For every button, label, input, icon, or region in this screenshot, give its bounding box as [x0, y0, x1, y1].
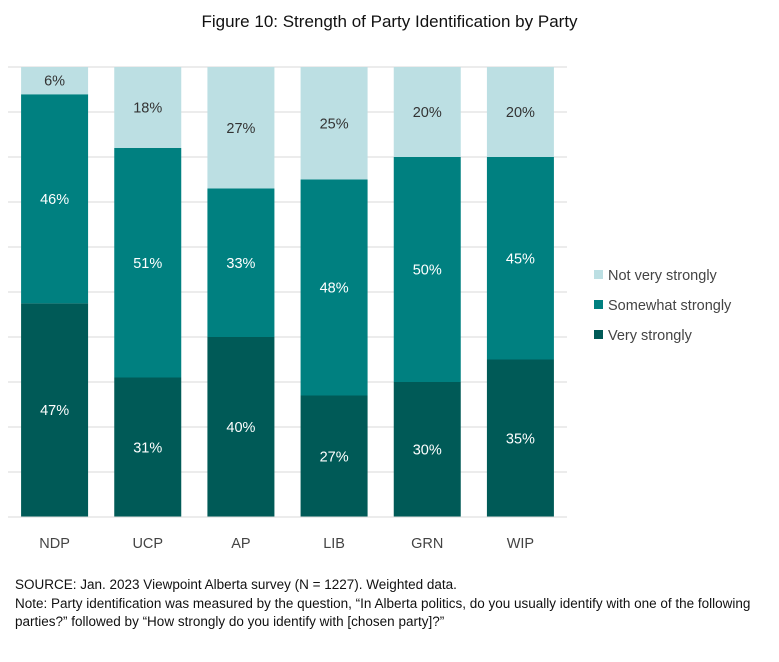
chart-title: Figure 10: Strength of Party Identificat… — [201, 12, 578, 31]
bar-segment — [486, 359, 554, 517]
legend: Not very strongly Somewhat strongly Very s… — [594, 268, 732, 344]
bar-segment — [114, 148, 182, 378]
gridlines — [8, 66, 567, 518]
x-tick-label: LIB — [323, 536, 345, 552]
data-label: 30% — [413, 443, 442, 459]
bar-segment — [300, 67, 368, 180]
data-label: 48% — [320, 281, 349, 297]
bar-segment — [393, 157, 461, 382]
data-label: 33% — [226, 256, 255, 272]
bar-segment — [114, 377, 182, 517]
data-label: 46% — [40, 192, 69, 208]
data-label: 18% — [133, 101, 162, 117]
data-label: 27% — [226, 121, 255, 137]
bar-segment — [21, 303, 89, 517]
data-label: 25% — [320, 116, 349, 132]
legend-label: Not very strongly — [608, 268, 718, 284]
x-tick-label: UCP — [132, 536, 163, 552]
bars: 47% 46% 6% 31% 51% 18% 40% 33% 27% 27% 48% 25% 30% 50… — [21, 67, 554, 517]
legend-swatch — [594, 270, 603, 279]
legend-label: Somewhat strongly — [608, 298, 732, 314]
bar-segment — [393, 67, 461, 157]
data-label: 20% — [413, 105, 442, 121]
legend-swatch — [594, 300, 603, 309]
x-tick-label: NDP — [39, 536, 70, 552]
bar-segment — [300, 179, 368, 396]
data-label: 6% — [44, 74, 65, 90]
legend-swatch — [594, 330, 603, 339]
bar-segment — [486, 67, 554, 157]
bar-segment — [207, 67, 275, 189]
data-label: 47% — [40, 403, 69, 419]
x-tick-label: WIP — [507, 536, 534, 552]
question-note: Note: Party identification was measured … — [15, 596, 751, 629]
data-label: 45% — [506, 251, 535, 267]
data-label: 35% — [506, 431, 535, 447]
data-label: 40% — [226, 420, 255, 436]
bar-segment — [300, 395, 368, 517]
data-label: 50% — [413, 263, 442, 279]
data-label: 27% — [320, 449, 349, 465]
source-note: SOURCE: Jan. 2023 Viewpoint Alberta surv… — [15, 577, 457, 592]
bar-segment — [114, 67, 182, 148]
bar-segment — [207, 188, 275, 337]
bar-segment — [486, 157, 554, 360]
bar-segment — [21, 67, 89, 95]
x-tick-label: AP — [231, 536, 250, 552]
x-tick-label: GRN — [411, 536, 443, 552]
x-axis: NDP UCP AP LIB GRN WIP — [8, 516, 567, 552]
data-label: 20% — [506, 105, 535, 121]
bar-segment — [21, 94, 89, 304]
stacked-bar-chart: 47% 46% 6% 31% 51% 18% 40% 33% 27% 27% 48% 25% 30% 50… — [8, 66, 732, 552]
legend-label: Very strongly — [608, 328, 693, 344]
bar-segment — [393, 382, 461, 517]
bar-segment — [207, 337, 275, 517]
data-label: 51% — [133, 256, 162, 272]
data-label: 31% — [133, 440, 162, 456]
